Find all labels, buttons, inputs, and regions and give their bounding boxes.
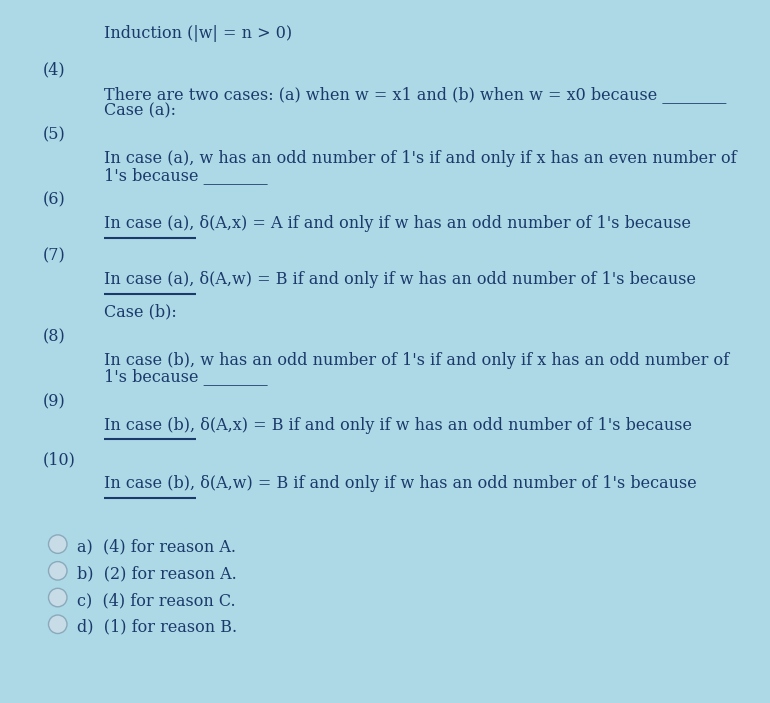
Text: Case (a):: Case (a): xyxy=(104,102,176,119)
Text: (6): (6) xyxy=(42,191,65,208)
Text: There are two cases: (a) when w = x1 and (b) when w = x0 because ________: There are two cases: (a) when w = x1 and… xyxy=(104,86,726,103)
Text: (8): (8) xyxy=(42,328,65,345)
Text: 1's because ________: 1's because ________ xyxy=(104,368,268,385)
Text: b)  (2) for reason A.: b) (2) for reason A. xyxy=(77,565,236,582)
Text: (4): (4) xyxy=(42,62,65,79)
Text: In case (a), δ(A,w) = B if and only if w has an odd number of 1's because: In case (a), δ(A,w) = B if and only if w… xyxy=(104,271,696,288)
Text: d)  (1) for reason B.: d) (1) for reason B. xyxy=(77,619,237,636)
Text: In case (b), w has an odd number of 1's if and only if x has an odd number of: In case (b), w has an odd number of 1's … xyxy=(104,352,729,369)
Text: Induction (|w| = n > 0): Induction (|w| = n > 0) xyxy=(104,25,292,41)
Text: (7): (7) xyxy=(42,247,65,264)
Text: In case (b), δ(A,x) = B if and only if w has an odd number of 1's because: In case (b), δ(A,x) = B if and only if w… xyxy=(104,417,692,434)
Text: c)  (4) for reason C.: c) (4) for reason C. xyxy=(77,592,236,609)
Text: a)  (4) for reason A.: a) (4) for reason A. xyxy=(77,538,236,555)
Text: (9): (9) xyxy=(42,393,65,410)
Text: In case (a), w has an odd number of 1's if and only if x has an even number of: In case (a), w has an odd number of 1's … xyxy=(104,150,737,167)
Text: (5): (5) xyxy=(42,127,65,143)
Ellipse shape xyxy=(49,615,67,633)
Ellipse shape xyxy=(49,562,67,580)
Text: (10): (10) xyxy=(42,451,75,468)
Ellipse shape xyxy=(49,588,67,607)
Text: Case (b):: Case (b): xyxy=(104,304,176,321)
Ellipse shape xyxy=(49,535,67,553)
Text: In case (b), δ(A,w) = B if and only if w has an odd number of 1's because: In case (b), δ(A,w) = B if and only if w… xyxy=(104,475,697,492)
Text: 1's because ________: 1's because ________ xyxy=(104,167,268,183)
Text: In case (a), δ(A,x) = A if and only if w has an odd number of 1's because: In case (a), δ(A,x) = A if and only if w… xyxy=(104,215,691,232)
